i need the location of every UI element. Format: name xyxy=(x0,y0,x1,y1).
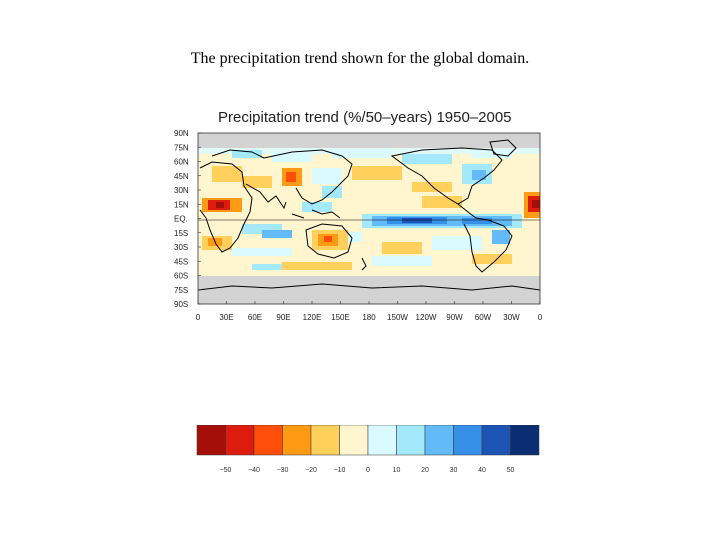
colorbar-swatch xyxy=(367,424,397,456)
lat-tick-label: 45N xyxy=(174,172,189,181)
lon-tick-label: 150W xyxy=(387,313,408,322)
colorbar-swatch xyxy=(225,424,255,456)
colorbar-swatches xyxy=(196,424,540,456)
lon-tick-label: 60W xyxy=(475,313,492,322)
lat-tick-label: 60N xyxy=(174,158,189,167)
colorbar-label: −50 xyxy=(220,467,232,474)
lat-tick-label: 60S xyxy=(174,272,188,281)
lon-tick-label: 0 xyxy=(196,313,201,322)
lat-tick-label: 30N xyxy=(174,186,189,195)
coastlines xyxy=(197,139,541,291)
colorbar-label: −40 xyxy=(248,467,260,474)
lon-tick-label: 150E xyxy=(331,313,350,322)
lon-tick-label: 90W xyxy=(446,313,463,322)
lon-tick-label: 60E xyxy=(248,313,262,322)
colorbar-swatch xyxy=(339,424,369,456)
colorbar-legend: −50 −40 −30 −20 −10 0 10 20 30 40 50 xyxy=(196,424,540,485)
lat-tick-label: 15S xyxy=(174,229,188,238)
colorbar-label: 0 xyxy=(366,467,370,474)
latitude-axis: 90N 75N 60N 45N 30N 15N EQ. 15S 30S 45S 60S 75S 90S xyxy=(174,129,201,309)
colorbar-label: −20 xyxy=(305,467,317,474)
arctic-no-data xyxy=(198,133,540,148)
lat-tick-label: 90S xyxy=(174,300,188,309)
lon-tick-label: 120W xyxy=(416,313,437,322)
colorbar-swatch xyxy=(282,424,312,456)
colorbar-label: 40 xyxy=(478,467,486,474)
colorbar-swatch xyxy=(196,424,226,456)
lat-tick-label: 75N xyxy=(174,143,189,152)
colorbar-label: −10 xyxy=(334,467,346,474)
precipitation-trend-map: 90N 75N 60N 45N 30N 15N EQ. 15S 30S 45S 60S 75S 90S … xyxy=(172,106,552,326)
trend-anomaly-patches xyxy=(198,148,540,270)
colorbar-label: 10 xyxy=(393,467,401,474)
colorbar-swatch xyxy=(510,424,540,456)
lat-tick-label: 30S xyxy=(174,243,188,252)
colorbar-label: −30 xyxy=(277,467,289,474)
colorbar-label: 30 xyxy=(450,467,458,474)
colorbar-labels: −50 −40 −30 −20 −10 0 10 20 30 40 50 xyxy=(220,467,515,474)
colorbar-swatch xyxy=(310,424,340,456)
lon-tick-label: 120E xyxy=(303,313,322,322)
slide-caption: The precipitation trend shown for the gl… xyxy=(190,50,530,67)
lon-tick-label: 90E xyxy=(276,313,290,322)
colorbar-swatch xyxy=(396,424,426,456)
colorbar-label: 50 xyxy=(507,467,515,474)
lat-tick-label: 90N xyxy=(174,129,189,138)
colorbar-swatch xyxy=(481,424,511,456)
lon-tick-label: 0 xyxy=(538,313,543,322)
map-canvas: 90N75N60N45N30N15NEQ.15S30S45S60S75S90S … xyxy=(174,129,543,322)
lat-tick-label: 75S xyxy=(174,286,188,295)
lon-tick-label: 180 xyxy=(362,313,376,322)
colorbar-canvas: −50 −40 −30 −20 −10 0 10 20 30 40 50 xyxy=(196,424,540,474)
antarctic-no-data xyxy=(198,276,540,304)
lat-tick-label: 45S xyxy=(174,257,188,266)
lon-tick-label: 30E xyxy=(219,313,233,322)
lon-tick-label: 30W xyxy=(503,313,520,322)
longitude-axis: 0 30E 60E 90E 120E 150E 180 150W 120W 90W 60W 30W 0 xyxy=(196,301,543,322)
lat-tick-label: EQ. xyxy=(174,215,188,224)
colorbar-swatch xyxy=(453,424,483,456)
colorbar-label: 20 xyxy=(421,467,429,474)
lat-tick-label: 15N xyxy=(174,200,189,209)
colorbar-swatch xyxy=(424,424,454,456)
colorbar-swatch xyxy=(253,424,283,456)
map-title: Precipitation trend (%/50–years) 1950–20… xyxy=(218,109,512,126)
